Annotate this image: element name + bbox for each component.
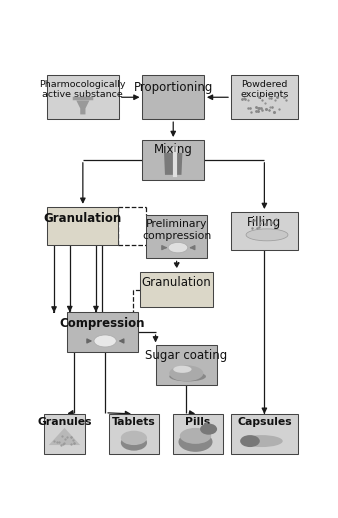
FancyBboxPatch shape [44,414,85,454]
Ellipse shape [121,430,147,445]
Ellipse shape [241,435,283,447]
FancyBboxPatch shape [142,140,204,180]
Text: Proportioning: Proportioning [134,81,213,94]
Text: Compression: Compression [60,317,145,330]
FancyBboxPatch shape [173,414,223,454]
Text: Sugar coating: Sugar coating [145,349,227,362]
Ellipse shape [240,435,260,447]
FancyBboxPatch shape [142,75,204,119]
FancyBboxPatch shape [231,212,298,250]
Text: Filling: Filling [247,216,282,229]
Ellipse shape [200,424,217,435]
Ellipse shape [154,102,169,110]
FancyBboxPatch shape [109,414,159,454]
Text: Preliminary
compression: Preliminary compression [142,219,211,241]
FancyBboxPatch shape [146,214,208,258]
Text: Capsules: Capsules [237,417,292,427]
FancyBboxPatch shape [231,414,298,454]
Ellipse shape [94,335,116,347]
Ellipse shape [246,229,288,241]
Text: Granulation: Granulation [44,212,122,225]
Polygon shape [164,153,183,175]
Text: Granulation: Granulation [142,276,212,289]
Ellipse shape [173,366,192,373]
Ellipse shape [121,435,147,451]
FancyBboxPatch shape [155,346,217,385]
Ellipse shape [178,432,213,452]
Ellipse shape [180,428,211,444]
Text: Pharmocologically
active substance: Pharmocologically active substance [40,80,126,99]
Text: Mixing: Mixing [154,143,193,156]
FancyBboxPatch shape [231,75,298,119]
Text: Powdered
excipients: Powdered excipients [240,80,289,99]
Ellipse shape [168,242,188,253]
Text: Pills: Pills [186,417,211,427]
Text: Tablets: Tablets [112,417,156,427]
Text: Granules: Granules [37,417,92,427]
Polygon shape [76,100,89,114]
FancyBboxPatch shape [47,75,119,119]
Ellipse shape [169,365,203,381]
Ellipse shape [169,371,206,381]
FancyBboxPatch shape [67,312,138,352]
FancyBboxPatch shape [140,271,213,308]
FancyBboxPatch shape [47,207,118,244]
Polygon shape [49,428,80,445]
